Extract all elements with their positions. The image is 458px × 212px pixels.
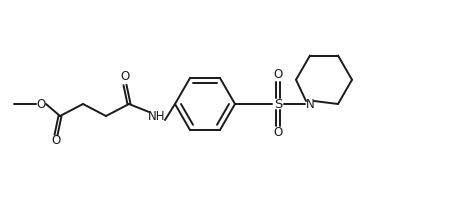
Text: O: O [51,134,60,148]
Text: O: O [120,71,130,84]
Text: N: N [305,98,314,110]
Text: O: O [273,127,283,139]
Text: O: O [36,98,46,110]
Text: O: O [273,68,283,81]
Text: NH: NH [148,110,166,123]
Text: S: S [274,98,282,110]
